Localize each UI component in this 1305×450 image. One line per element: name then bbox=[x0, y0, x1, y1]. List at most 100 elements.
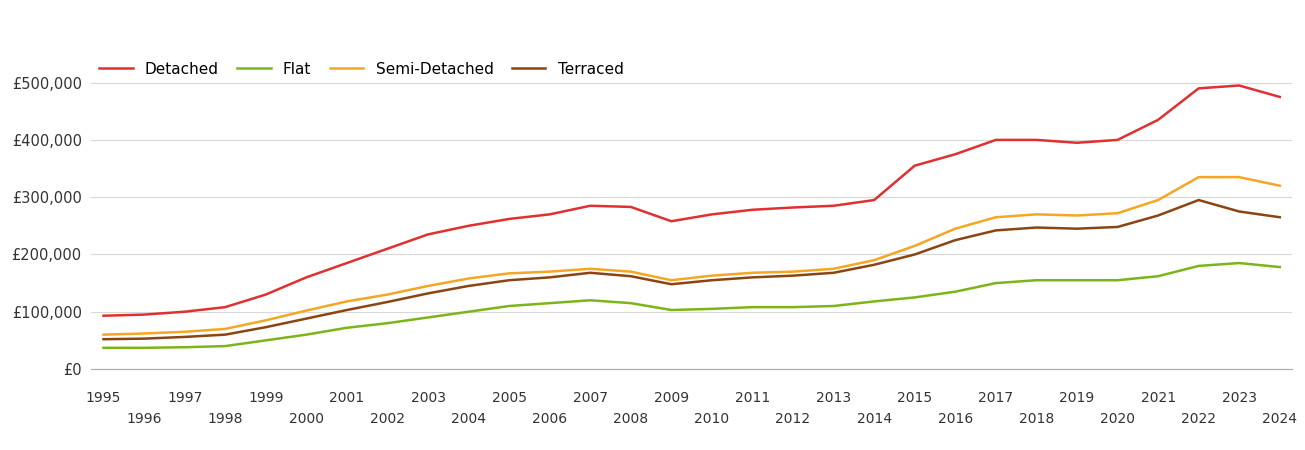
Terraced bbox=[826, 270, 842, 275]
Terraced bbox=[907, 252, 923, 257]
Semi-Detached bbox=[380, 292, 395, 297]
Flat bbox=[1272, 264, 1288, 270]
Detached bbox=[826, 203, 842, 208]
Flat bbox=[380, 320, 395, 326]
Terraced bbox=[136, 336, 151, 342]
Line: Terraced: Terraced bbox=[103, 200, 1280, 339]
Text: 2009: 2009 bbox=[654, 391, 689, 405]
Flat bbox=[176, 345, 192, 350]
Terraced bbox=[745, 274, 761, 280]
Text: 2020: 2020 bbox=[1100, 411, 1135, 426]
Terraced bbox=[542, 274, 557, 280]
Text: 1999: 1999 bbox=[248, 391, 283, 405]
Flat bbox=[622, 301, 638, 306]
Text: 2010: 2010 bbox=[694, 411, 729, 426]
Text: 2017: 2017 bbox=[979, 391, 1014, 405]
Semi-Detached bbox=[339, 299, 355, 304]
Terraced bbox=[705, 278, 720, 283]
Line: Semi-Detached: Semi-Detached bbox=[103, 177, 1280, 335]
Text: 2022: 2022 bbox=[1181, 411, 1216, 426]
Text: 2002: 2002 bbox=[369, 411, 405, 426]
Text: 2024: 2024 bbox=[1262, 411, 1297, 426]
Terraced bbox=[1109, 224, 1125, 230]
Terraced bbox=[258, 324, 274, 330]
Text: 2004: 2004 bbox=[452, 411, 485, 426]
Detached bbox=[663, 219, 679, 224]
Detached bbox=[1232, 83, 1248, 88]
Terraced bbox=[622, 274, 638, 279]
Terraced bbox=[176, 334, 192, 340]
Text: 2000: 2000 bbox=[288, 411, 324, 426]
Terraced bbox=[95, 337, 111, 342]
Semi-Detached bbox=[663, 278, 679, 283]
Terraced bbox=[1028, 225, 1044, 230]
Flat bbox=[218, 343, 234, 349]
Text: 2015: 2015 bbox=[897, 391, 932, 405]
Flat bbox=[745, 305, 761, 310]
Terraced bbox=[501, 278, 517, 283]
Detached bbox=[1028, 137, 1044, 143]
Line: Detached: Detached bbox=[103, 86, 1280, 316]
Semi-Detached bbox=[1028, 212, 1044, 217]
Semi-Detached bbox=[461, 276, 476, 281]
Flat bbox=[582, 297, 598, 303]
Detached bbox=[1150, 117, 1165, 122]
Terraced bbox=[582, 270, 598, 275]
Text: 2008: 2008 bbox=[613, 411, 649, 426]
Flat bbox=[299, 332, 315, 338]
Detached bbox=[582, 203, 598, 208]
Text: 2007: 2007 bbox=[573, 391, 608, 405]
Terraced bbox=[461, 283, 476, 288]
Semi-Detached bbox=[95, 332, 111, 338]
Terraced bbox=[420, 291, 436, 296]
Terraced bbox=[339, 307, 355, 313]
Detached bbox=[258, 292, 274, 297]
Semi-Detached bbox=[582, 266, 598, 271]
Text: 2006: 2006 bbox=[532, 411, 568, 426]
Detached bbox=[339, 261, 355, 266]
Detached bbox=[95, 313, 111, 319]
Detached bbox=[705, 212, 720, 217]
Text: 2005: 2005 bbox=[492, 391, 527, 405]
Semi-Detached bbox=[218, 326, 234, 332]
Semi-Detached bbox=[176, 329, 192, 334]
Detached bbox=[1109, 137, 1125, 143]
Flat bbox=[461, 309, 476, 315]
Flat bbox=[339, 325, 355, 330]
Flat bbox=[907, 295, 923, 300]
Detached bbox=[176, 309, 192, 315]
Terraced bbox=[947, 238, 963, 243]
Legend: Detached, Flat, Semi-Detached, Terraced: Detached, Flat, Semi-Detached, Terraced bbox=[99, 62, 624, 76]
Text: 1996: 1996 bbox=[127, 411, 162, 426]
Text: 2021: 2021 bbox=[1141, 391, 1176, 405]
Detached bbox=[622, 204, 638, 210]
Semi-Detached bbox=[420, 283, 436, 288]
Flat bbox=[1028, 278, 1044, 283]
Semi-Detached bbox=[705, 273, 720, 279]
Text: 2001: 2001 bbox=[329, 391, 364, 405]
Flat bbox=[947, 289, 963, 294]
Flat bbox=[1191, 263, 1207, 269]
Semi-Detached bbox=[299, 308, 315, 313]
Flat bbox=[501, 303, 517, 309]
Semi-Detached bbox=[826, 266, 842, 271]
Flat bbox=[95, 345, 111, 351]
Semi-Detached bbox=[542, 269, 557, 274]
Detached bbox=[947, 152, 963, 157]
Line: Flat: Flat bbox=[103, 263, 1280, 348]
Flat bbox=[1150, 274, 1165, 279]
Flat bbox=[786, 305, 801, 310]
Detached bbox=[420, 232, 436, 237]
Semi-Detached bbox=[1272, 183, 1288, 189]
Detached bbox=[218, 305, 234, 310]
Terraced bbox=[299, 316, 315, 321]
Semi-Detached bbox=[1109, 211, 1125, 216]
Detached bbox=[501, 216, 517, 222]
Detached bbox=[461, 223, 476, 229]
Semi-Detached bbox=[501, 270, 517, 276]
Detached bbox=[907, 163, 923, 168]
Flat bbox=[542, 301, 557, 306]
Terraced bbox=[1232, 209, 1248, 214]
Text: 2016: 2016 bbox=[938, 411, 974, 426]
Terraced bbox=[218, 332, 234, 338]
